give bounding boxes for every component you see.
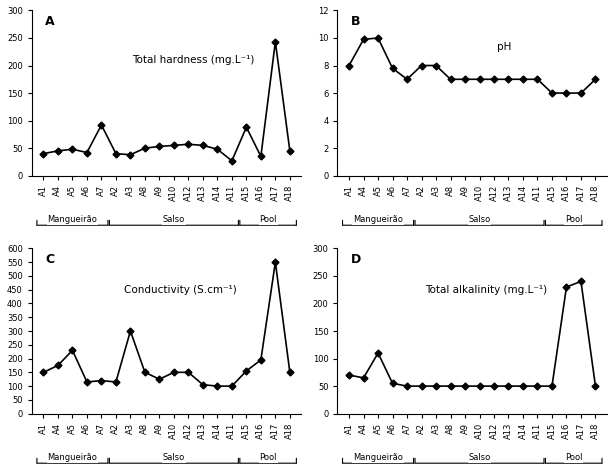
Text: Pool: Pool: [565, 454, 583, 462]
Text: Salso: Salso: [163, 454, 185, 462]
Text: Salso: Salso: [163, 215, 185, 224]
Text: Mangueirão: Mangueirão: [47, 454, 98, 462]
Text: Pool: Pool: [565, 215, 583, 224]
Text: Total hardness (mg.L⁻¹): Total hardness (mg.L⁻¹): [133, 55, 255, 65]
Text: Pool: Pool: [259, 215, 277, 224]
Text: Salso: Salso: [468, 454, 491, 462]
Text: Pool: Pool: [259, 454, 277, 462]
Text: Mangueirão: Mangueirão: [353, 454, 403, 462]
Text: pH: pH: [497, 42, 512, 52]
Text: Conductivity (S.cm⁻¹): Conductivity (S.cm⁻¹): [124, 285, 236, 295]
Text: A: A: [45, 15, 55, 29]
Text: C: C: [45, 253, 55, 266]
Text: Total alkalinity (mg.L⁻¹): Total alkalinity (mg.L⁻¹): [425, 285, 547, 295]
Text: Salso: Salso: [468, 215, 491, 224]
Text: B: B: [351, 15, 360, 29]
Text: Mangueirão: Mangueirão: [47, 215, 98, 224]
Text: Mangueirão: Mangueirão: [353, 215, 403, 224]
Text: D: D: [351, 253, 361, 266]
